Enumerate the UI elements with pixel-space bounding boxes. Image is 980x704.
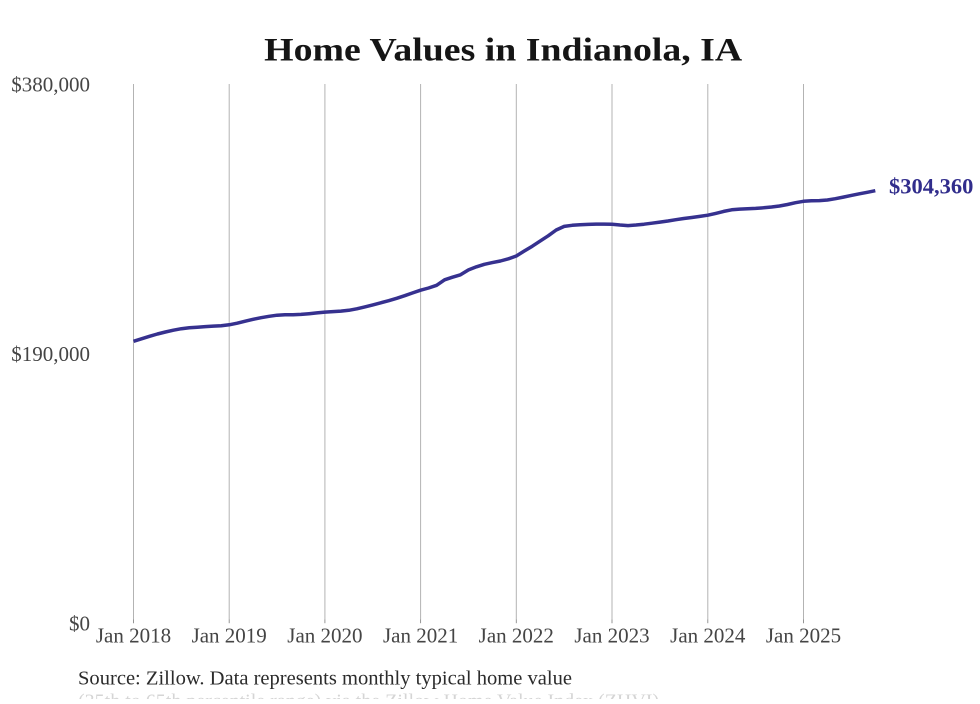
svg-text:Jan 2022: Jan 2022 [479, 624, 554, 648]
svg-text:Jan 2025: Jan 2025 [766, 624, 841, 648]
svg-text:Home Values in Indianola, IA: Home Values in Indianola, IA [264, 33, 742, 69]
svg-text:$304,360: $304,360 [889, 174, 973, 199]
svg-text:$380,000: $380,000 [11, 72, 90, 96]
svg-text:Jan 2020: Jan 2020 [287, 624, 362, 648]
svg-text:Jan 2019: Jan 2019 [192, 624, 267, 648]
svg-text:$190,000: $190,000 [11, 342, 90, 366]
svg-text:Jan 2018: Jan 2018 [96, 624, 171, 648]
svg-text:Jan 2023: Jan 2023 [574, 624, 649, 648]
svg-text:Jan 2021: Jan 2021 [383, 624, 458, 648]
svg-text:Source: Zillow. Data represent: Source: Zillow. Data represents monthly … [78, 668, 572, 690]
svg-text:$0: $0 [69, 611, 90, 635]
svg-text:Jan 2024: Jan 2024 [670, 624, 746, 648]
svg-text:(35th to 65th percentile range: (35th to 65th percentile range) via the … [78, 691, 664, 700]
